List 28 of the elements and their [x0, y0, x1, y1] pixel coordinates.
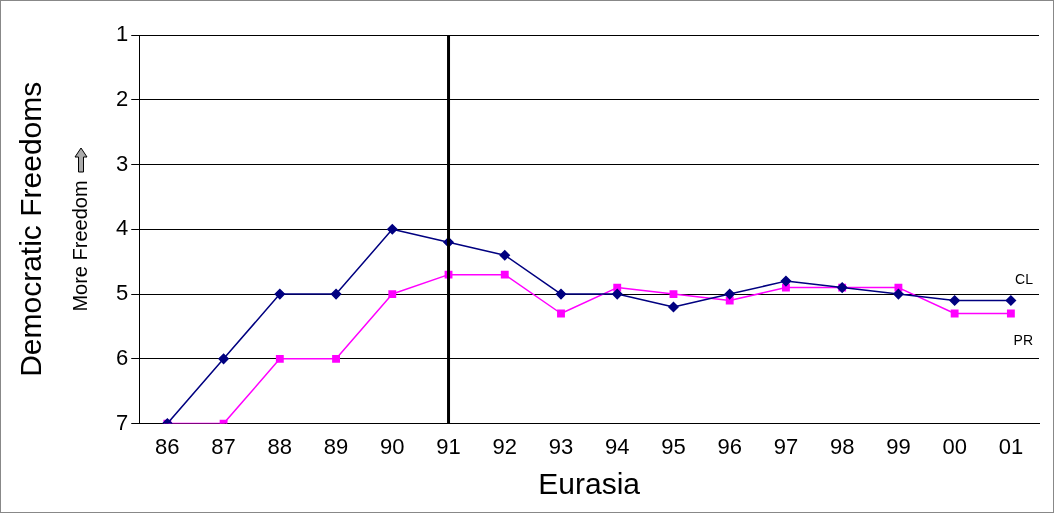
- x-tick-label: 98: [829, 433, 855, 459]
- x-tick-label: 90: [380, 433, 405, 459]
- x-tick-label: 99: [886, 433, 911, 459]
- x-tick-label: 95: [661, 433, 686, 459]
- x-tick-label: 92: [492, 433, 518, 459]
- x-tick-label: 89: [323, 433, 349, 459]
- y-tick-label: 2: [115, 85, 129, 111]
- text: More Freedom: [68, 180, 91, 312]
- y-tick-label: 4: [115, 215, 129, 241]
- x-tick-label: 93: [548, 433, 574, 459]
- series-label: CL: [1015, 271, 1034, 288]
- x-tick-label: 87: [211, 433, 236, 459]
- x-tick-label: 00: [942, 433, 967, 459]
- x-tick-label: 88: [267, 433, 293, 459]
- series-label: PR: [1013, 332, 1033, 349]
- y-tick-label: 3: [115, 150, 129, 176]
- x-tick-label: 91: [436, 433, 461, 459]
- y-tick-label: 1: [115, 21, 129, 47]
- x-axis-title: Eurasia: [538, 467, 641, 501]
- y-tick-label: 5: [115, 280, 129, 306]
- x-tick-label: 01: [998, 433, 1024, 459]
- y-tick-label: 7: [115, 409, 129, 435]
- y-tick-label: 6: [115, 344, 129, 370]
- x-tick-label: 96: [717, 433, 742, 459]
- y-axis-title: Democratic Freedoms: [14, 81, 48, 377]
- x-tick-label: 97: [773, 433, 799, 459]
- x-tick-label: 94: [604, 433, 630, 459]
- x-tick-label: 86: [155, 433, 180, 459]
